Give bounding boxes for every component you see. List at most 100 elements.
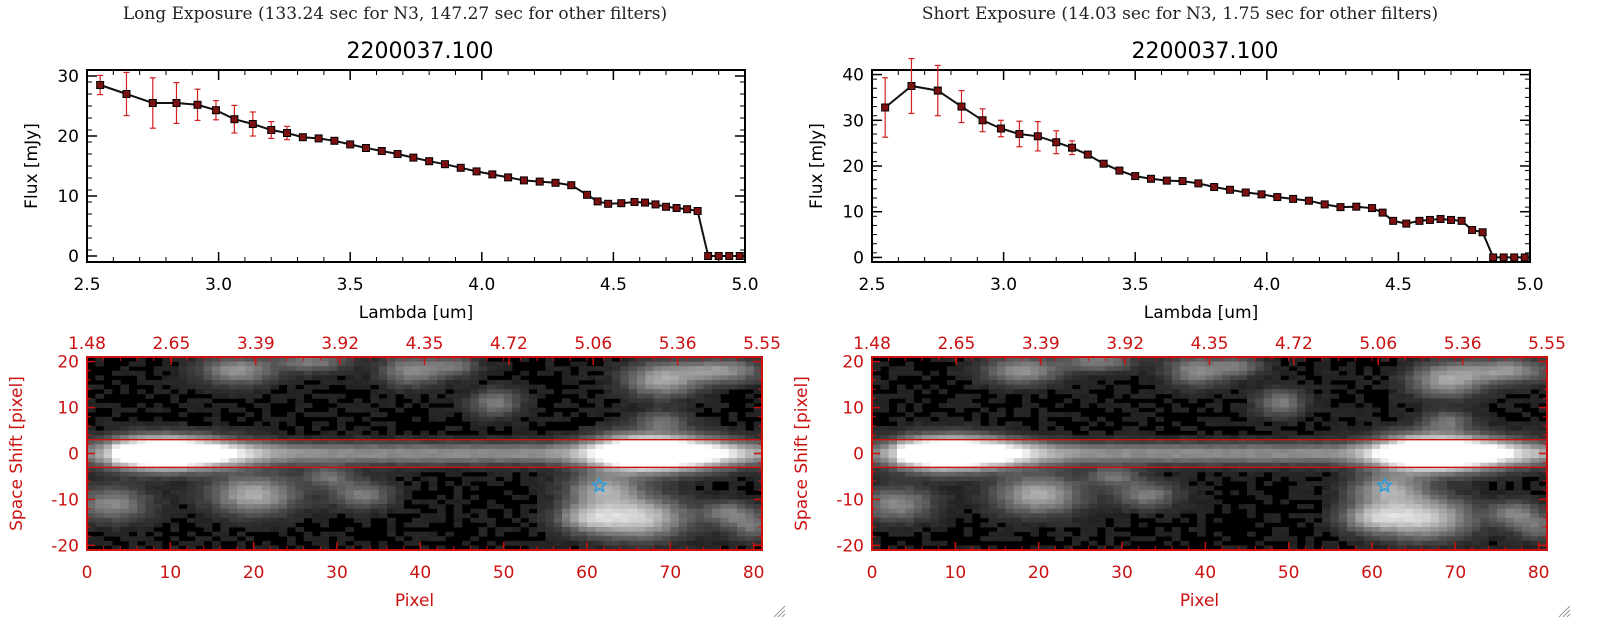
pixel bbox=[1022, 430, 1031, 436]
pixel bbox=[170, 430, 180, 436]
pixel bbox=[253, 425, 263, 431]
pixel bbox=[270, 458, 280, 464]
pixel bbox=[395, 490, 405, 496]
pixel bbox=[1105, 439, 1115, 445]
pixel bbox=[695, 416, 705, 422]
pixel bbox=[478, 531, 488, 537]
pixel bbox=[112, 508, 121, 514]
pixel bbox=[737, 439, 746, 445]
pixel bbox=[412, 536, 421, 542]
pixel bbox=[453, 384, 463, 390]
pixel bbox=[437, 448, 446, 454]
pixel bbox=[253, 435, 263, 441]
pixel bbox=[1163, 370, 1173, 376]
pixel bbox=[1305, 389, 1315, 395]
pixel bbox=[353, 494, 363, 500]
pixel bbox=[612, 393, 621, 399]
pixel bbox=[262, 485, 271, 491]
pixel bbox=[687, 430, 696, 436]
pixel bbox=[1338, 435, 1348, 441]
pixel bbox=[1263, 398, 1273, 404]
pixel bbox=[753, 389, 763, 395]
data-point bbox=[1489, 253, 1498, 262]
pixel bbox=[720, 467, 730, 473]
pixel bbox=[620, 361, 630, 367]
pixel bbox=[328, 407, 338, 413]
pixel bbox=[712, 508, 721, 514]
pixel bbox=[245, 435, 255, 441]
pixel bbox=[178, 412, 188, 418]
pixel bbox=[678, 366, 688, 372]
pixel bbox=[1447, 379, 1456, 385]
pixel bbox=[1030, 357, 1040, 362]
pixel bbox=[503, 393, 513, 399]
pixel bbox=[980, 407, 990, 413]
pixel bbox=[153, 430, 163, 436]
pixel bbox=[487, 504, 496, 510]
pixel bbox=[303, 435, 313, 441]
pixel bbox=[278, 462, 288, 468]
pixel bbox=[1322, 366, 1331, 372]
pixel bbox=[262, 375, 271, 381]
pixel bbox=[1147, 361, 1156, 367]
pixel bbox=[737, 499, 746, 505]
pixel bbox=[1388, 421, 1398, 427]
pixel bbox=[270, 513, 280, 519]
pixel bbox=[612, 467, 621, 473]
pixel bbox=[737, 508, 746, 514]
pixel bbox=[270, 361, 280, 367]
pixel bbox=[312, 393, 321, 399]
pixel bbox=[1188, 448, 1198, 454]
pixel bbox=[195, 439, 205, 445]
resize-grip-icon[interactable] bbox=[772, 604, 786, 618]
pixel bbox=[220, 462, 230, 468]
pixel bbox=[437, 458, 446, 464]
pixel bbox=[670, 527, 680, 533]
pixel bbox=[1530, 435, 1540, 441]
pixel bbox=[897, 393, 906, 399]
pixel bbox=[737, 375, 746, 381]
pixel bbox=[162, 389, 171, 395]
pixel bbox=[387, 458, 396, 464]
pixel bbox=[1163, 366, 1173, 372]
pixel bbox=[545, 361, 555, 367]
pixel bbox=[1230, 393, 1240, 399]
pixel bbox=[603, 448, 613, 454]
pixel bbox=[997, 444, 1006, 450]
pixel bbox=[905, 439, 915, 445]
pixel bbox=[637, 536, 646, 542]
pixel bbox=[1005, 458, 1015, 464]
pixel bbox=[620, 494, 630, 500]
pixel bbox=[1430, 458, 1440, 464]
pixel bbox=[612, 389, 621, 395]
pixel bbox=[395, 471, 405, 477]
pixel bbox=[1447, 361, 1456, 367]
pixel bbox=[1305, 421, 1315, 427]
pixel bbox=[462, 467, 471, 473]
pixel bbox=[1047, 453, 1056, 459]
pixel bbox=[1288, 435, 1298, 441]
pixel bbox=[737, 430, 746, 436]
pixel bbox=[620, 389, 630, 395]
pixel bbox=[712, 490, 721, 496]
pixel bbox=[1088, 398, 1098, 404]
pixel bbox=[728, 490, 738, 496]
pixel bbox=[437, 513, 446, 519]
pixel bbox=[370, 481, 380, 487]
pixel bbox=[753, 508, 763, 514]
pixel bbox=[712, 379, 721, 385]
pixel bbox=[1238, 357, 1248, 362]
pixel bbox=[662, 513, 671, 519]
pixel bbox=[745, 402, 755, 408]
pixel bbox=[378, 458, 388, 464]
pixel bbox=[1505, 402, 1515, 408]
pixel bbox=[712, 494, 721, 500]
pixel bbox=[897, 439, 906, 445]
pixel bbox=[295, 389, 305, 395]
pixel bbox=[262, 430, 271, 436]
pixel bbox=[87, 398, 96, 404]
pixel bbox=[1030, 453, 1040, 459]
pixel bbox=[328, 499, 338, 505]
pixel bbox=[1313, 370, 1323, 376]
pixel bbox=[437, 435, 446, 441]
